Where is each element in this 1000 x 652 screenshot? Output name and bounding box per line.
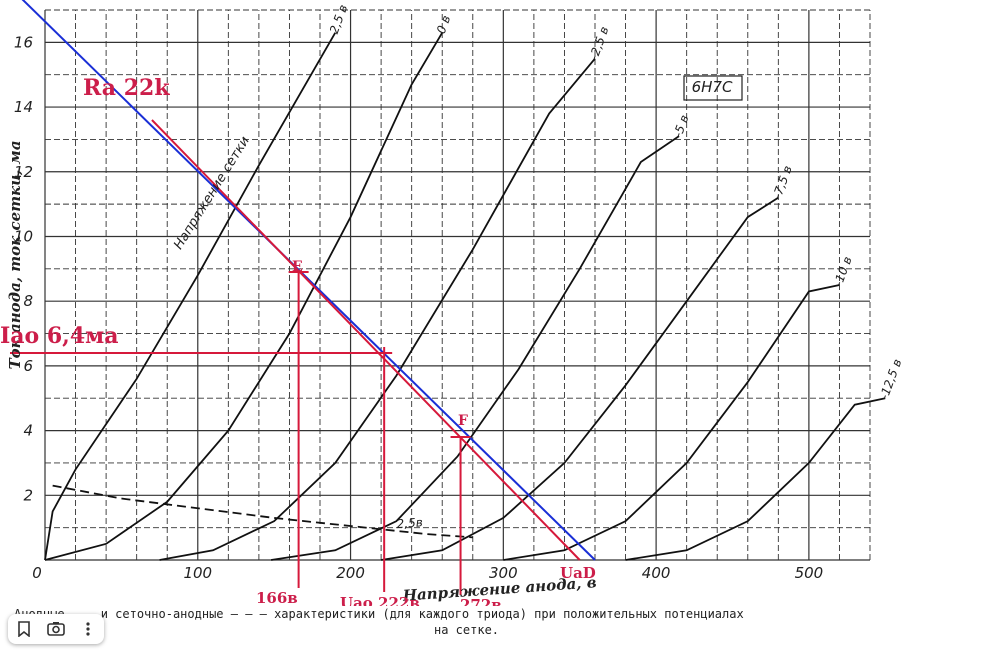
bookmark-icon[interactable]: [12, 617, 36, 641]
chart-caption: Анодные ——— и сеточно-анодные — — — хара…: [14, 606, 914, 638]
series-line: [44, 32, 337, 561]
lens-icon[interactable]: [44, 617, 68, 641]
y-tick-label: 8: [23, 292, 33, 310]
series-label: -12,5 в: [877, 357, 904, 401]
x-tick-label: 400: [642, 564, 671, 582]
annotation-point-f: F: [458, 413, 468, 429]
series-line: [625, 397, 886, 561]
y-tick-label: 4: [23, 422, 33, 440]
series-line: [270, 135, 680, 561]
chart: 2,5 в 0 в -2,5 в -5 в -7,5 в -10 в -12,5 в 2,5в…: [0, 0, 904, 606]
more-icon[interactable]: [76, 617, 100, 641]
x-tick-label: 0: [32, 564, 42, 582]
series-line: [44, 32, 443, 561]
annotation-u-f: 272в: [460, 596, 502, 606]
image-toolbar: [8, 614, 104, 644]
series-label: 0 в: [434, 13, 453, 35]
ticks: 0 100 200 300 400 500 2 4 6 8 10 12 14 16: [14, 33, 823, 582]
annotation-point-e: E: [292, 259, 303, 275]
annotation-u-e: 166в: [256, 589, 298, 606]
x-tick-label: 500: [795, 564, 824, 582]
chart-title-frame: [683, 75, 743, 101]
series-line: [380, 196, 779, 561]
x-tick-label: 200: [336, 564, 365, 582]
series-label: -7,5 в: [770, 164, 795, 201]
chart-title: 6Н7С: [692, 78, 733, 96]
series-line: [159, 57, 596, 561]
series-label: 2,5 в: [327, 3, 350, 36]
y-tick-label: 2: [23, 486, 33, 504]
overlay: [10, 0, 596, 595]
caption-line-2: на сетке.: [434, 623, 500, 637]
x-tick-label: 100: [183, 564, 212, 582]
annotation-iao: Iao 6,4ма: [0, 323, 119, 349]
y-tick-label: 14: [14, 98, 33, 116]
y-tick-label: 16: [14, 33, 33, 51]
series-line: [503, 284, 840, 561]
load-line: [151, 119, 581, 561]
curves: [44, 32, 886, 561]
y-tick-label: 10: [14, 227, 33, 245]
series-label: -2,5 в: [587, 25, 612, 62]
caption-line-1: Анодные ——— и сеточно-анодные — — — хара…: [14, 607, 744, 621]
y-axis-label: Ток анода, ток сетки, ма: [6, 140, 24, 369]
series-label: 2,5в: [396, 515, 423, 531]
series-label: -5 в: [671, 113, 692, 139]
annotation-u-ad: UaD: [560, 564, 596, 582]
y-tick-label: 12: [14, 163, 33, 181]
grid: [44, 9, 871, 561]
annotation-u-ao: Uao 222в: [340, 594, 420, 606]
series-label: -10 в: [831, 255, 855, 288]
x-tick-label: 300: [489, 564, 518, 582]
y-tick-label: 6: [23, 357, 33, 375]
annotation-ra: Ra 22k: [83, 75, 170, 101]
